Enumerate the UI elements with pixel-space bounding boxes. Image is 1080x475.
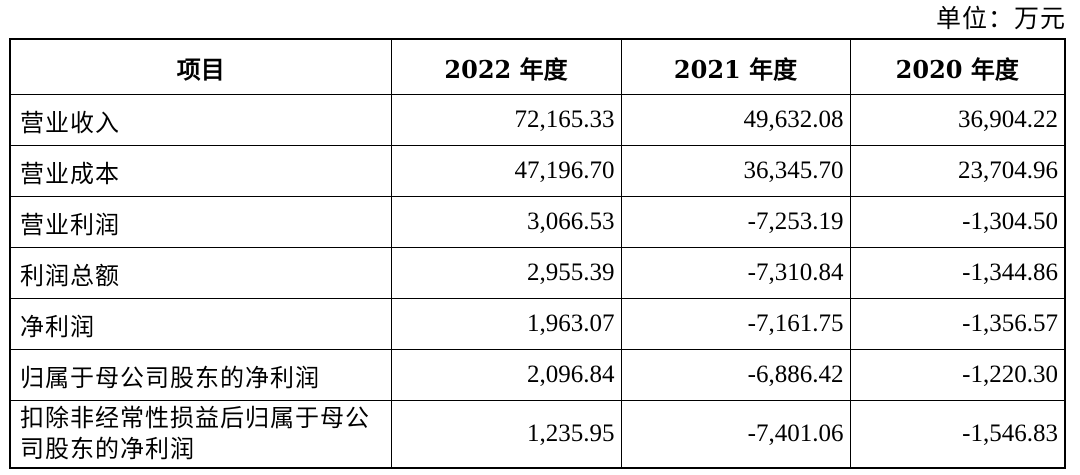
cell-2022: 47,196.70	[390, 145, 622, 197]
cell-2022: 2,096.84	[390, 349, 622, 401]
unit-label: 单位：万元	[935, 4, 1066, 33]
row-label: 营业利润	[9, 196, 392, 248]
table-row: 营业收入 72,165.33 49,632.08 36,904.22	[9, 94, 1066, 146]
cell-2021: 36,345.70	[620, 145, 851, 197]
cell-2020: -1,344.86	[849, 247, 1066, 299]
table-row: 利润总额 2,955.39 -7,310.84 -1,344.86	[9, 247, 1066, 299]
cell-2021: 49,632.08	[620, 94, 851, 146]
header-row: 项目 2022 年度 2021 年度 2020 年度	[9, 38, 1066, 95]
table-row: 营业成本 47,196.70 36,345.70 23,704.96	[9, 145, 1066, 197]
cell-2022: 3,066.53	[390, 196, 622, 248]
table-row: 净利润 1,963.07 -7,161.75 -1,356.57	[9, 298, 1066, 350]
cell-2020: -1,304.50	[849, 196, 1066, 248]
cell-2020: -1,546.83	[849, 400, 1066, 469]
cell-2022: 1,235.95	[390, 400, 622, 469]
table-row: 归属于母公司股东的净利润 2,096.84 -6,886.42 -1,220.3…	[9, 349, 1066, 401]
header-2022: 2022 年度	[390, 38, 622, 95]
financial-table: 项目 2022 年度 2021 年度 2020 年度 营业收入 72,165.3…	[9, 38, 1066, 469]
cell-2020: -1,356.57	[849, 298, 1066, 350]
cell-2021: -7,310.84	[620, 247, 851, 299]
cell-2021: -7,253.19	[620, 196, 851, 248]
header-2021: 2021 年度	[620, 38, 851, 95]
cell-2022: 1,963.07	[390, 298, 622, 350]
cell-2021: -6,886.42	[620, 349, 851, 401]
cell-2022: 72,165.33	[390, 94, 622, 146]
header-2020: 2020 年度	[849, 38, 1066, 95]
cell-2022: 2,955.39	[390, 247, 622, 299]
row-label: 扣除非经常性损益后归属于母公司股东的净利润	[9, 400, 392, 469]
row-label: 营业收入	[9, 94, 392, 146]
row-label: 归属于母公司股东的净利润	[9, 349, 392, 401]
row-label: 净利润	[9, 298, 392, 350]
cell-2020: 36,904.22	[849, 94, 1066, 146]
cell-2020: -1,220.30	[849, 349, 1066, 401]
cell-2020: 23,704.96	[849, 145, 1066, 197]
table-row: 营业利润 3,066.53 -7,253.19 -1,304.50	[9, 196, 1066, 248]
row-label: 利润总额	[9, 247, 392, 299]
cell-2021: -7,161.75	[620, 298, 851, 350]
cell-2021: -7,401.06	[620, 400, 851, 469]
table-row: 扣除非经常性损益后归属于母公司股东的净利润 1,235.95 -7,401.06…	[9, 400, 1066, 469]
row-label: 营业成本	[9, 145, 392, 197]
header-item: 项目	[9, 38, 392, 95]
